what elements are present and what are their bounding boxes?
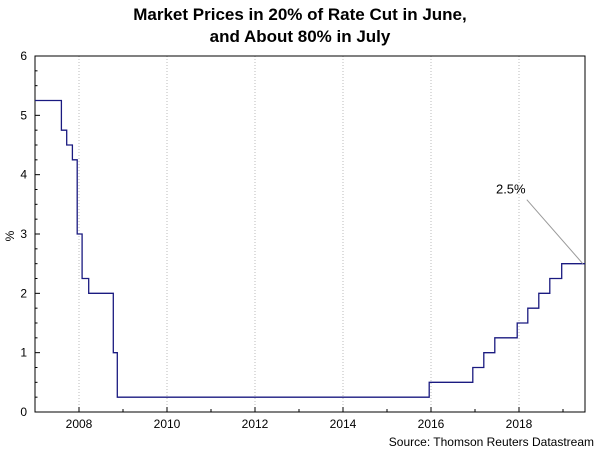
series-line-0: [35, 99, 585, 398]
ticks: 0 1 2 3 4 5 6 2008 2010 2012 2014 2016 2018: [20, 49, 564, 431]
x-tick-label-2014: 2014: [330, 417, 357, 431]
y-tick-label-1: 1: [20, 346, 27, 360]
y-tick-label-6: 6: [20, 49, 27, 63]
grid: [78, 56, 520, 412]
x-tick-label-2018: 2018: [506, 417, 533, 431]
y-tick-label-5: 5: [20, 108, 27, 122]
annotations: 2.5%: [496, 182, 584, 264]
y-tick-label-3: 3: [20, 227, 27, 241]
y-tick-label-2: 2: [20, 286, 27, 300]
x-tick-label-2016: 2016: [418, 417, 445, 431]
x-tick-label-2008: 2008: [66, 417, 93, 431]
y-tick-label-4: 4: [20, 168, 27, 182]
x-tick-label-2010: 2010: [154, 417, 181, 431]
x-tick-label-2012: 2012: [242, 417, 269, 431]
chart-title-line-2: and About 80% in July: [210, 27, 391, 46]
y-axis-label: %: [3, 230, 17, 241]
y-tick-label-0: 0: [20, 405, 27, 419]
series: [35, 99, 585, 398]
annotation-label-0: 2.5%: [496, 182, 526, 197]
annotation-leader-0: [526, 199, 584, 264]
source-note: Source: Thomson Reuters Datastream: [389, 435, 594, 449]
chart-title-line-1: Market Prices in 20% of Rate Cut in June…: [133, 5, 466, 24]
